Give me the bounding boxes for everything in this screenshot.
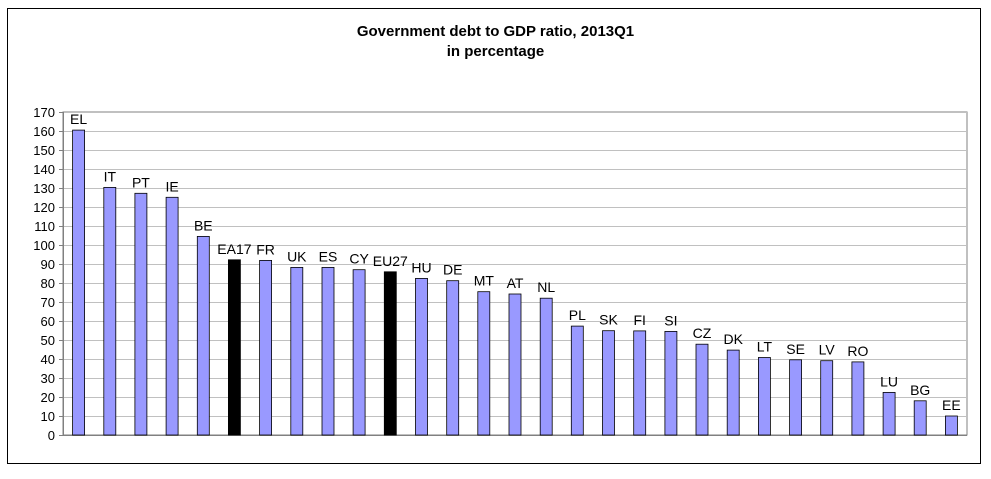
y-tick-label: 80 (41, 276, 55, 291)
bar-label-pt: PT (132, 174, 150, 190)
bar-bg (913, 400, 927, 436)
bar-label-dk: DK (723, 331, 743, 347)
bar-lt (758, 357, 771, 436)
y-tick-label: 110 (34, 219, 55, 234)
bar-sk (602, 330, 615, 436)
bar-lu (882, 391, 896, 436)
bar-ie (165, 196, 179, 436)
bar-label-ie: IE (165, 178, 178, 194)
bar-label-mt: MT (474, 273, 495, 289)
bar-label-de: DE (443, 262, 462, 278)
bar-label-si: SI (664, 312, 677, 328)
y-tick-label: 160 (33, 124, 55, 139)
bar-label-es: ES (319, 248, 338, 264)
bar-label-lv: LV (819, 342, 836, 358)
bar-label-fi: FI (633, 312, 645, 328)
bar-ee (945, 415, 958, 436)
y-tick-label: 0 (48, 428, 55, 443)
bar-label-el: EL (70, 111, 87, 127)
bar-be (196, 235, 210, 436)
bar-label-pl: PL (569, 307, 586, 323)
y-tick-label: 90 (41, 257, 55, 272)
bar-el (72, 129, 85, 436)
y-tick-label: 170 (33, 105, 55, 120)
bar-pl (570, 325, 584, 436)
y-tick-label: 140 (33, 162, 55, 177)
y-tick-label: 70 (41, 295, 55, 310)
y-tick-label: 100 (33, 238, 55, 253)
bar-it (103, 186, 117, 436)
bar-label-cz: CZ (693, 325, 712, 341)
bar-label-sk: SK (599, 312, 618, 328)
y-tick-label: 10 (41, 409, 55, 424)
bar-es (321, 266, 335, 436)
bar-label-nl: NL (537, 279, 555, 295)
bar-de (446, 280, 460, 436)
bar-hu (415, 277, 428, 436)
bar-fi (633, 330, 647, 436)
bar-label-ee: EE (942, 397, 961, 413)
bar-eu27 (383, 271, 397, 436)
y-tick-label: 50 (41, 333, 55, 348)
chart-subtitle: in percentage (446, 43, 545, 60)
bar-label-se: SE (786, 341, 805, 357)
bar-ea17 (227, 259, 241, 436)
bar-label-at: AT (507, 275, 524, 291)
bar-label-be: BE (194, 217, 213, 233)
y-tick-label: 150 (33, 143, 55, 158)
y-tick-label: 30 (41, 371, 55, 386)
bar-at (508, 293, 522, 436)
bar-si (664, 330, 678, 436)
bar-lv (820, 360, 834, 436)
bar-dk (726, 349, 740, 436)
y-tick-label: 130 (33, 181, 55, 196)
bar-label-it: IT (104, 168, 117, 184)
y-tick-label: 120 (33, 200, 55, 215)
bar-se (789, 359, 802, 436)
bar-label-hu: HU (411, 259, 431, 275)
bar-label-ea17: EA17 (217, 241, 251, 257)
bar-label-lt: LT (757, 339, 773, 355)
bar-label-lu: LU (880, 373, 898, 389)
y-tick-label: 40 (41, 352, 55, 367)
bar-label-bg: BG (910, 382, 930, 398)
bar-nl (539, 297, 553, 436)
bar-label-uk: UK (287, 248, 307, 264)
bar-uk (290, 266, 304, 436)
bar-label-cy: CY (349, 251, 369, 267)
bar-cy (352, 269, 366, 436)
y-tick-label: 60 (41, 314, 55, 329)
bar-label-ro: RO (847, 343, 868, 359)
bar-label-eu27: EU27 (373, 253, 408, 269)
bar-ro (851, 361, 865, 436)
bar-fr (259, 259, 273, 436)
bar-cz (695, 343, 709, 436)
bar-label-fr: FR (256, 241, 275, 257)
bar-mt (477, 291, 491, 436)
chart-title: Government debt to GDP ratio, 2013Q1 (356, 23, 635, 40)
chart-title-block: Government debt to GDP ratio, 2013Q1 in … (0, 22, 991, 62)
bar-pt (134, 192, 148, 436)
y-tick-label: 20 (41, 390, 55, 405)
